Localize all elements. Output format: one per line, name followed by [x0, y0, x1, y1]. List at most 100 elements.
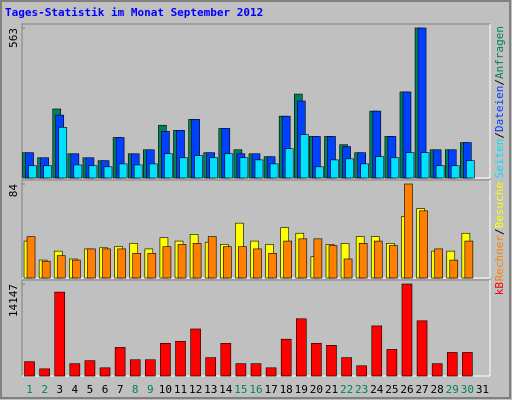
bar — [253, 248, 262, 279]
legend-entry: Anfragen — [493, 26, 506, 79]
x-tick-label: 14 — [219, 383, 233, 396]
bar — [28, 165, 37, 179]
legend-entry: Besuche — [493, 182, 506, 228]
bar — [419, 210, 428, 279]
bar — [295, 318, 307, 377]
bar — [254, 159, 264, 179]
bar — [145, 359, 156, 377]
bar — [224, 153, 234, 179]
bar — [401, 283, 413, 377]
bar — [179, 157, 188, 179]
bar — [205, 357, 217, 377]
bar — [175, 340, 186, 377]
bar — [239, 157, 249, 179]
bar — [390, 157, 400, 179]
bar — [462, 352, 473, 377]
bar — [268, 253, 277, 279]
bar — [343, 258, 353, 279]
bar — [311, 342, 322, 377]
bar — [358, 243, 368, 279]
bar — [450, 165, 460, 179]
bar — [133, 164, 143, 179]
bar — [269, 163, 279, 179]
x-tick-label: 25 — [385, 383, 398, 396]
x-tick-label: 7 — [117, 383, 124, 396]
bar — [431, 363, 443, 377]
bar — [375, 156, 385, 179]
x-tick-label: 17 — [264, 383, 277, 396]
legend-separator: / — [493, 228, 506, 235]
bar — [416, 320, 428, 377]
bar — [84, 360, 96, 377]
bar — [449, 259, 459, 279]
legend-entry: Rechner — [493, 235, 506, 282]
bar — [371, 325, 383, 377]
legend-entry: Dateien — [493, 86, 506, 132]
legend-entry: kB — [493, 282, 506, 296]
bar — [162, 246, 172, 279]
x-tick-label: 8 — [132, 383, 139, 396]
x-tick-label: 24 — [370, 383, 384, 396]
bar — [103, 166, 113, 179]
bar — [160, 342, 171, 377]
bar — [326, 345, 337, 377]
bar — [102, 248, 111, 279]
bar — [435, 165, 445, 179]
bar — [250, 363, 262, 377]
bar — [341, 357, 352, 377]
bar — [466, 160, 475, 179]
bar — [24, 361, 35, 377]
bar — [265, 367, 277, 377]
bar — [209, 157, 219, 179]
x-tick-label: 20 — [310, 383, 323, 396]
bar — [129, 359, 141, 377]
x-tick-label: 16 — [249, 383, 262, 396]
x-tick-label: 6 — [102, 383, 109, 396]
x-tick-label: 12 — [189, 383, 202, 396]
legend-separator: / — [493, 79, 506, 86]
chart-title: Tages-Statistik im Monat September 2012 — [5, 6, 263, 19]
x-tick-label: 9 — [147, 383, 154, 396]
bar — [147, 253, 157, 279]
bar — [56, 255, 66, 279]
bar — [192, 243, 202, 279]
bar — [404, 183, 413, 279]
legend: Seiten/Dateien/Anfragen — [493, 26, 506, 178]
bar — [54, 291, 66, 377]
x-tick-label: 10 — [159, 383, 172, 396]
x-tick-label: 31 — [476, 383, 489, 396]
bar — [117, 248, 126, 279]
x-tick-label: 19 — [295, 383, 308, 396]
bar — [118, 163, 128, 179]
legend: kB — [493, 282, 506, 296]
x-tick-label: 13 — [204, 383, 217, 396]
bar — [280, 338, 292, 377]
y-tick-label: 14147 — [7, 284, 20, 317]
bar — [313, 238, 323, 279]
bar — [386, 349, 398, 377]
bar — [149, 163, 158, 179]
bar — [190, 328, 201, 377]
legend-separator: / — [493, 132, 506, 139]
bar — [41, 260, 51, 279]
bar — [99, 367, 111, 377]
bar — [360, 163, 369, 179]
bar — [420, 152, 430, 179]
bar — [298, 238, 308, 279]
bar — [235, 363, 247, 377]
bar — [328, 245, 338, 279]
y-tick-label: 563 — [7, 28, 20, 48]
bar — [207, 236, 217, 279]
bar — [87, 248, 96, 279]
bar — [43, 165, 52, 179]
bar — [238, 246, 247, 279]
x-tick-label: 30 — [461, 383, 474, 396]
bar — [330, 159, 339, 179]
bar — [69, 363, 81, 377]
x-tick-label: 18 — [280, 383, 293, 396]
x-tick-label: 1 — [26, 383, 33, 396]
x-tick-label: 22 — [340, 383, 353, 396]
bar — [223, 246, 232, 279]
bar — [72, 259, 81, 279]
